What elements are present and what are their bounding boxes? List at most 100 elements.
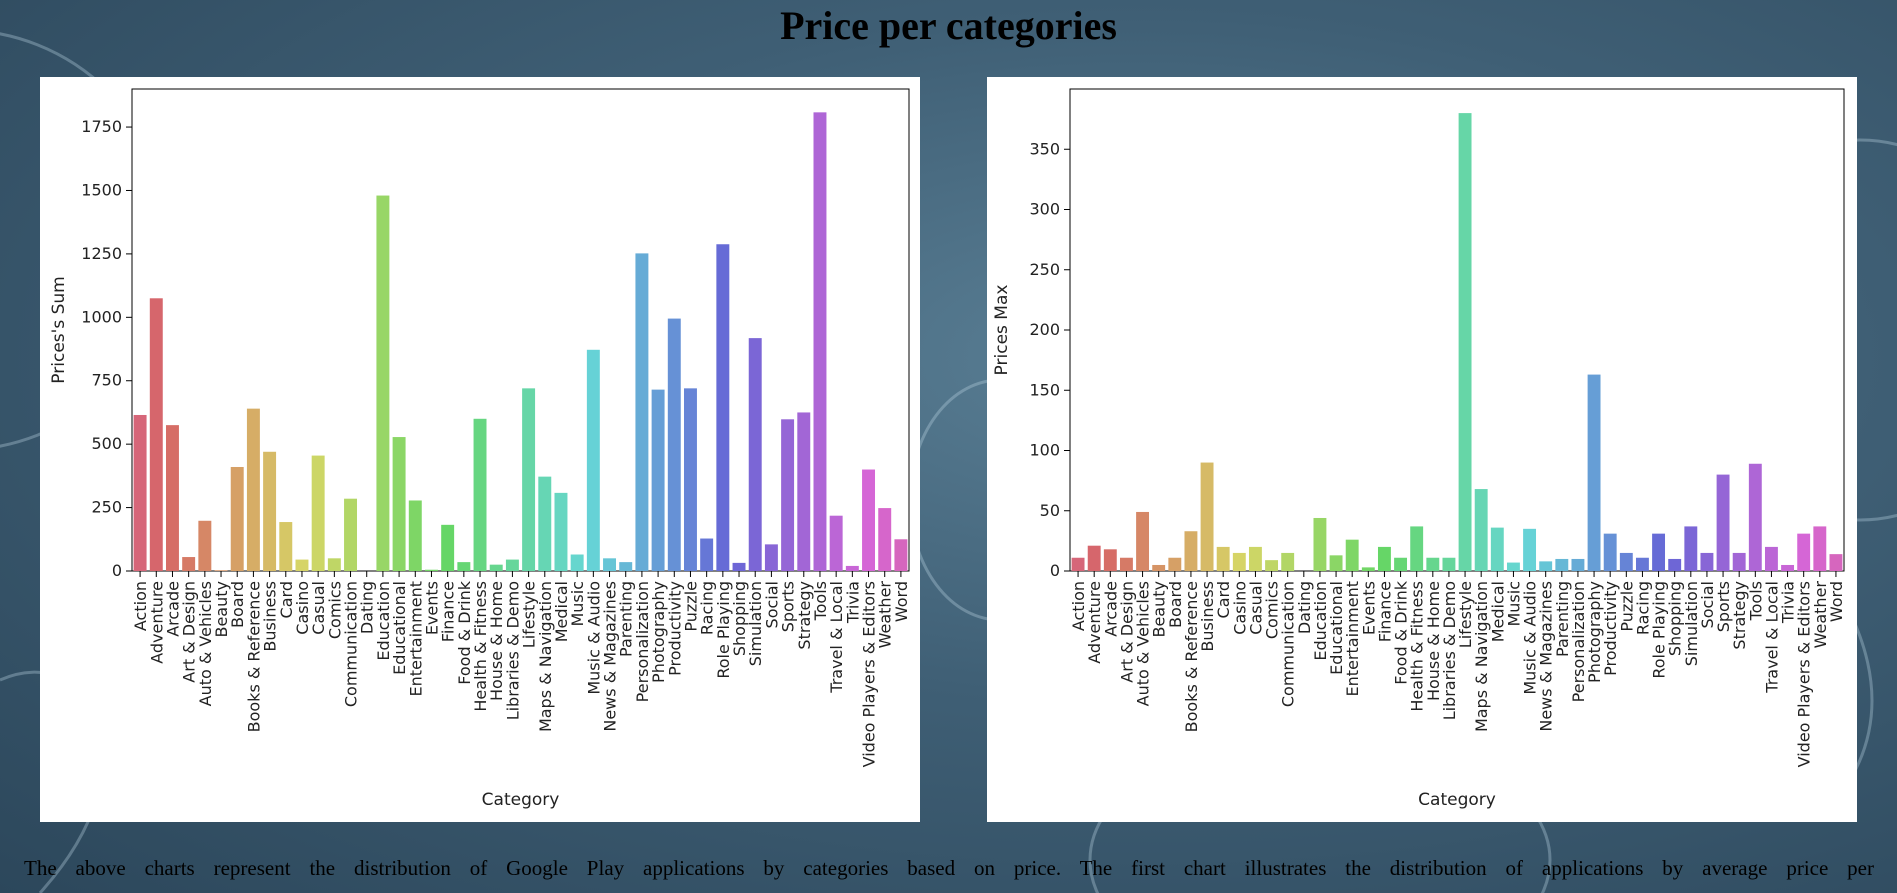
sum-ytick-label: 500 <box>91 434 122 453</box>
page-title: Price per categories <box>780 3 1117 48</box>
max-bar <box>1345 539 1359 571</box>
max-xtick-label: Health & Fitness <box>1408 581 1427 712</box>
sum-bar <box>748 338 762 571</box>
sum-xtick-label: Action <box>131 581 150 631</box>
max-bar <box>1797 533 1811 571</box>
max-xtick-label: Libraries & Demo <box>1440 581 1459 720</box>
sum-bar <box>149 298 163 571</box>
max-xtick-label: Lifestyle <box>1456 581 1475 648</box>
sum-bar <box>570 554 584 571</box>
max-xtick-label: Video Players & Editors <box>1795 581 1814 767</box>
max-bar <box>1184 531 1198 571</box>
sum-bar <box>716 244 730 571</box>
sum-bar <box>586 349 600 571</box>
max-xtick-label: Adventure <box>1085 581 1104 664</box>
max-xtick-label: Beauty <box>1150 581 1169 638</box>
max-bar-chart: 0 50 100 150 200 250 300 350 ActionAdventureArca… <box>992 88 1846 810</box>
sum-xtick-label: Casino <box>293 581 312 635</box>
sum-xtick-label: Board <box>228 581 247 628</box>
max-xtick-label: Finance <box>1375 581 1394 642</box>
max-bar <box>1071 557 1085 571</box>
max-xtick-label: Personalization <box>1569 581 1588 702</box>
sum-bar <box>522 388 536 571</box>
max-bar <box>1555 558 1569 571</box>
max-xtick-label: Casino <box>1230 581 1249 635</box>
max-xtick-label: Travel & Local <box>1762 581 1781 694</box>
max-xtick-label: Card <box>1214 581 1233 618</box>
max-xtick-label: Art & Design <box>1117 581 1136 683</box>
max-bar <box>1426 557 1440 571</box>
max-bar <box>1377 546 1391 571</box>
sum-xtick-label: Racing <box>698 581 717 635</box>
sum-bar <box>424 569 438 571</box>
sum-ytick-label: 1500 <box>81 180 122 199</box>
sum-xtick-label: Puzzle <box>681 581 700 632</box>
max-bar <box>1394 557 1408 571</box>
sum-xtick-label: Lifestyle <box>520 581 539 648</box>
sum-xtick-label: Beauty <box>212 581 231 638</box>
sum-xtick-label: Video Players & Editors <box>860 581 879 767</box>
max-bar <box>1119 557 1133 571</box>
sum-xtick-label: Books & Reference <box>244 581 263 732</box>
sum-xtick-label: Maps & Navigation <box>536 581 555 732</box>
max-bar <box>1619 552 1633 571</box>
sum-bar <box>441 524 455 571</box>
max-bar <box>1668 558 1682 571</box>
max-bar <box>1490 527 1504 571</box>
sum-bar <box>845 565 859 571</box>
sum-xtick-label: Sports <box>779 581 798 632</box>
max-xtick-label: Action <box>1069 581 1088 631</box>
chart-panel-max: 0 50 100 150 200 250 300 350 Action Adventure Arca… <box>987 77 1857 822</box>
sum-bar <box>473 418 487 571</box>
sum-xtick-label: Role Playing <box>714 581 733 679</box>
max-ytick-label: 100 <box>1029 441 1060 460</box>
max-xtick-label: Entertainment <box>1343 581 1362 696</box>
max-xtick-label: Sports <box>1714 581 1733 632</box>
max-ytick-label: 300 <box>1029 200 1060 219</box>
sum-bar <box>683 388 697 571</box>
sum-xtick-label: Casual <box>309 581 328 635</box>
sum-xtick-label: Weather <box>876 581 895 649</box>
sum-ytick-label: 1250 <box>81 244 122 263</box>
sum-ytick-label: 750 <box>91 371 122 390</box>
sum-ytick-label: 0 <box>112 561 122 580</box>
sum-bar <box>408 500 422 571</box>
sum-xtick-label: Art & Design <box>180 581 199 683</box>
max-bar <box>1103 549 1117 571</box>
max-xtick-label: Events <box>1359 581 1378 635</box>
chart-panel-sum: 0 250 500 750 1000 1250 1500 1750 Action Adventur… <box>40 77 920 822</box>
sum-xtick-label: Simulation <box>746 581 765 666</box>
max-xtick-label: Educational <box>1327 581 1346 675</box>
sum-xtick-label: Communication <box>342 581 361 707</box>
sum-xtick-label: Strategy <box>795 581 814 650</box>
max-xtick-label: Word <box>1827 581 1846 622</box>
sum-xtick-label: Travel & Local <box>827 581 846 694</box>
sum-ytick-label: 1750 <box>81 117 122 136</box>
sum-xtick-label: House & Home <box>487 581 506 701</box>
sum-bar <box>797 412 811 571</box>
sum-bar <box>878 508 892 571</box>
max-xtick-label: Strategy <box>1730 581 1749 650</box>
max-bar <box>1652 533 1666 571</box>
max-ytick-label: 250 <box>1029 260 1060 279</box>
sum-xtick-label: Adventure <box>147 581 166 664</box>
max-xtick-label: Role Playing <box>1650 581 1669 679</box>
max-bar <box>1732 552 1746 571</box>
max-bar <box>1248 546 1262 571</box>
max-xtick-label: Puzzle <box>1617 581 1636 632</box>
sum-ytick-label: 250 <box>91 498 122 517</box>
sum-xtick-label: Libraries & Demo <box>503 581 522 720</box>
sum-bar <box>732 562 746 571</box>
max-bar <box>1684 526 1698 571</box>
sum-x-axis-label: Category <box>482 790 560 810</box>
sum-xtick-label: Music & Audio <box>584 581 603 695</box>
sum-bar <box>295 559 309 571</box>
sum-xtick-label: Finance <box>439 581 458 642</box>
max-xtick-label: Racing <box>1633 581 1652 635</box>
sum-bar <box>862 469 876 571</box>
caption-text: The above charts represent the distribut… <box>24 856 1874 880</box>
max-xtick-label: Music <box>1504 581 1523 627</box>
sum-bar <box>700 538 714 571</box>
max-xtick-label: Parenting <box>1553 581 1572 657</box>
max-bar <box>1152 564 1166 571</box>
